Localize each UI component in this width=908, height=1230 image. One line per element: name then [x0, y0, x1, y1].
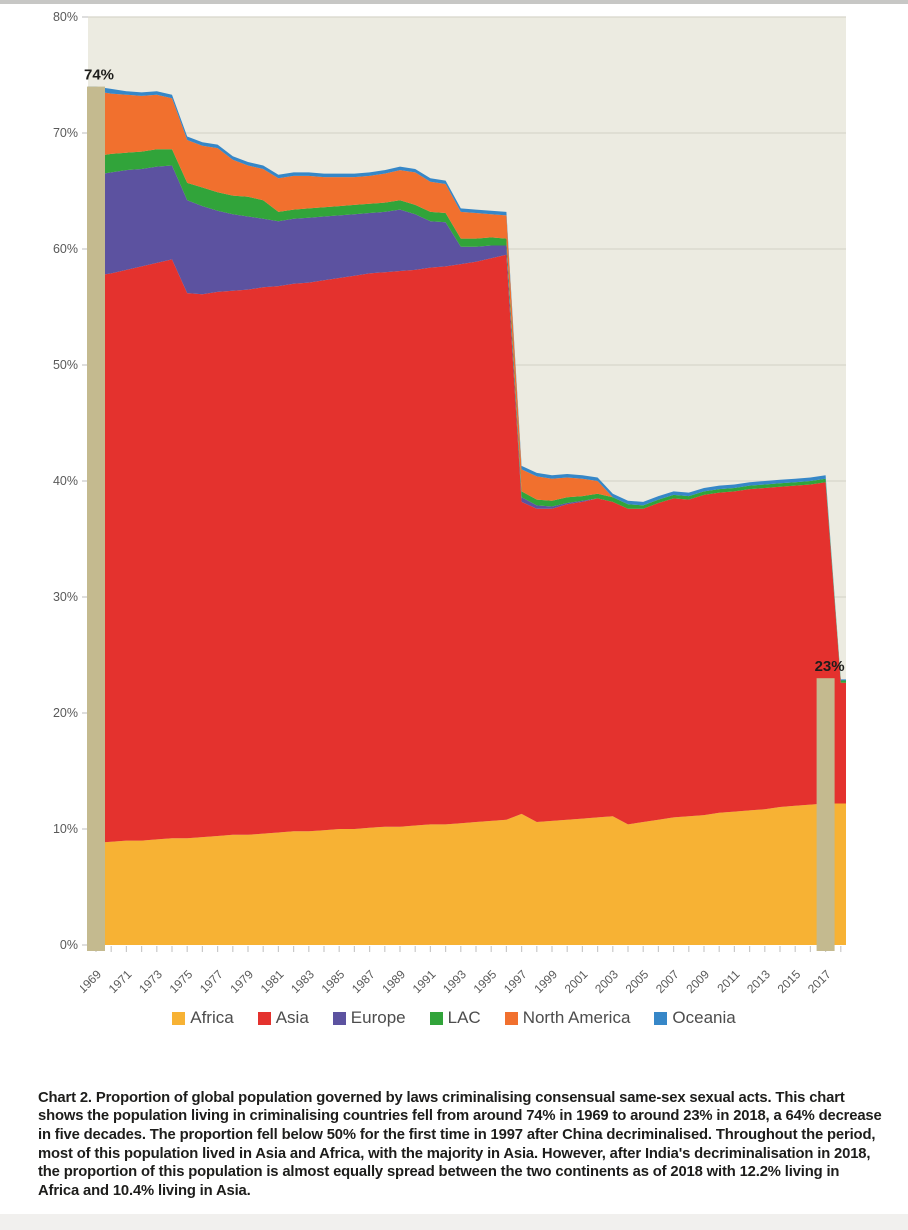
- x-axis-tick-label: 1975: [167, 967, 196, 996]
- y-axis-tick-label: 50%: [52, 358, 78, 372]
- legend-swatch: [429, 1011, 443, 1025]
- x-axis-tick-label: 2017: [805, 967, 834, 996]
- x-axis-tick-label: 2001: [562, 967, 591, 996]
- top-edge-strip: [0, 0, 908, 4]
- y-axis-tick-label: 70%: [52, 126, 78, 140]
- highlight-bar-1969: [87, 86, 105, 952]
- legend-item-lac: LAC: [429, 1008, 481, 1028]
- x-axis-tick-label: 1981: [258, 967, 287, 996]
- chart-caption: Chart 2. Proportion of global population…: [38, 1089, 882, 1199]
- x-axis-tick-label: 1995: [471, 967, 500, 996]
- legend-item-oceania: Oceania: [654, 1008, 736, 1028]
- y-axis-tick-label: 60%: [52, 242, 78, 256]
- x-axis-tick-label: 2015: [775, 967, 804, 996]
- x-axis-tick-label: 2009: [683, 967, 712, 996]
- area-asia: [88, 254, 846, 843]
- highlight-bar-2017: [816, 678, 835, 951]
- x-axis-tick-label: 2011: [714, 967, 742, 995]
- x-axis-tick-label: 2005: [623, 967, 652, 996]
- x-axis-tick-label: 2003: [592, 967, 621, 996]
- x-axis-tick-label: 1979: [227, 967, 256, 996]
- x-axis-tick-label: 1987: [349, 967, 378, 996]
- legend-swatch: [332, 1011, 346, 1025]
- y-axis-tick-label: 0%: [59, 938, 78, 952]
- x-axis-tick-label: 1971: [106, 967, 135, 996]
- legend: Africa Asia Europe LAC North America Oceania: [0, 1008, 908, 1028]
- legend-swatch: [654, 1011, 668, 1025]
- x-axis-tick-label: 2007: [653, 967, 682, 996]
- bottom-edge-strip: [0, 1214, 908, 1230]
- legend-swatch: [172, 1011, 186, 1025]
- y-axis-tick-label: 80%: [52, 10, 78, 24]
- area-europe: [88, 165, 846, 683]
- x-axis-tick-label: 2013: [744, 967, 773, 996]
- legend-item-asia: Asia: [257, 1008, 309, 1028]
- legend-item-north-america: North America: [504, 1008, 631, 1028]
- legend-label: Oceania: [672, 1008, 736, 1027]
- x-axis-tick-label: 1999: [531, 967, 560, 996]
- x-axis-tick-label: 1991: [410, 967, 439, 996]
- legend-label: LAC: [447, 1008, 481, 1027]
- x-axis-tick-label: 1977: [197, 967, 226, 996]
- x-axis-tick-label: 1985: [319, 967, 348, 996]
- legend-label: Asia: [275, 1008, 309, 1027]
- x-axis-tick-label: 1973: [136, 967, 165, 996]
- y-axis-tick-label: 20%: [52, 706, 78, 720]
- x-axis-tick-label: 1969: [80, 967, 104, 996]
- legend-label: Africa: [190, 1008, 234, 1027]
- x-axis-tick-label: 1989: [379, 967, 408, 996]
- annotation-23%: 23%: [815, 658, 845, 675]
- legend-swatch: [504, 1011, 518, 1025]
- legend-item-africa: Africa: [172, 1008, 234, 1028]
- legend-swatch: [257, 1011, 271, 1025]
- legend-item-europe: Europe: [332, 1008, 406, 1028]
- legend-label: North America: [522, 1008, 631, 1027]
- legend-label: Europe: [350, 1008, 406, 1027]
- y-axis-tick-label: 10%: [52, 822, 78, 836]
- stacked-area-chart: 1969 1971 1973 1975 1977 1979 1981 1983 1985 1987…: [75, 15, 846, 1014]
- x-axis-tick-label: 1983: [288, 967, 317, 996]
- annotation-74%: 74%: [84, 67, 114, 84]
- y-axis-tick-label: 40%: [52, 474, 78, 488]
- area-africa: [88, 803, 846, 945]
- y-axis-tick-label: 30%: [52, 590, 78, 604]
- x-axis-tick-label: 1997: [501, 967, 530, 996]
- x-axis-tick-label: 1993: [440, 967, 469, 996]
